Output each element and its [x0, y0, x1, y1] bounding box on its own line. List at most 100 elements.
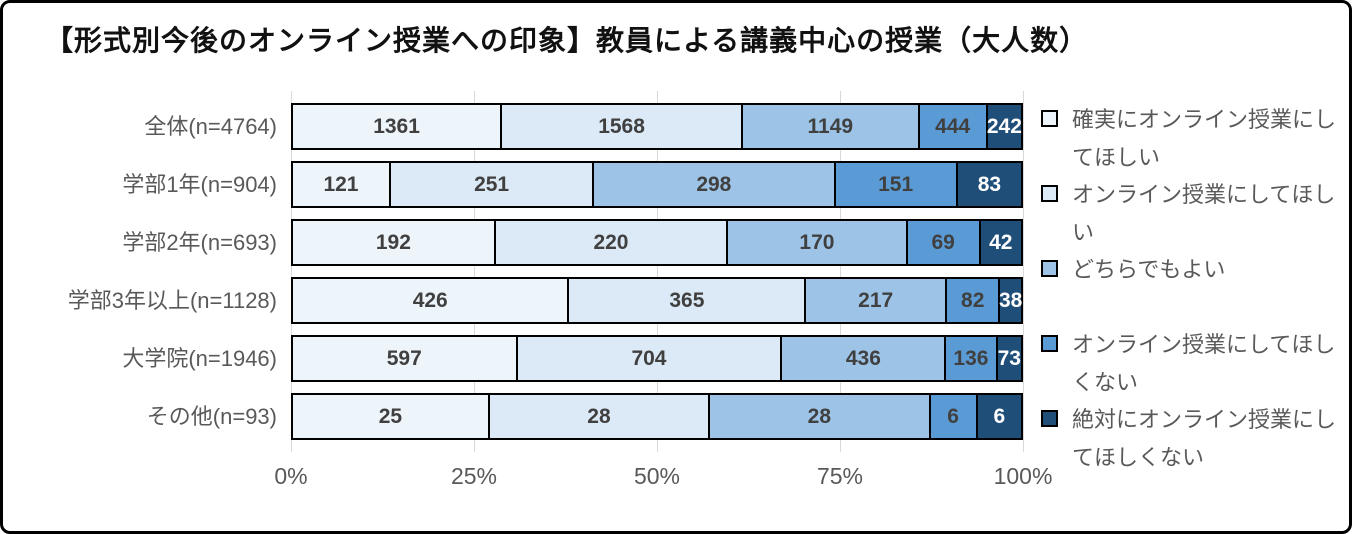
segment-value-label: 25	[378, 404, 403, 428]
segment-value-label: 28	[807, 404, 831, 428]
gridline	[1023, 91, 1024, 452]
chart-title: 【形式別今後のオンライン授業への印象】教員による講義中心の授業（大人数）	[45, 25, 1089, 56]
segment-value-label: 73	[997, 346, 1021, 370]
bar-segment: 6	[975, 393, 1023, 440]
bar-segment: 192	[291, 219, 494, 266]
segment-value-label: 82	[961, 288, 985, 312]
gridline	[474, 91, 475, 452]
segment-value-label: 1149	[807, 114, 854, 138]
bar-segment: 151	[833, 161, 956, 208]
segment-value-label: 597	[386, 346, 422, 370]
bar-segment: 121	[291, 161, 389, 208]
bar-segment: 82	[945, 277, 999, 324]
bar-segment: 597	[291, 335, 516, 382]
segment-value-label: 365	[669, 288, 705, 312]
legend-label: どちらでもよい	[1072, 257, 1226, 282]
segment-value-label: 436	[845, 346, 881, 370]
segment-value-label: 28	[587, 404, 611, 428]
bar-row: 1361 1568 1149 444 242	[291, 103, 1023, 150]
bar-segment: 298	[592, 161, 834, 208]
bar-segment: 1149	[741, 103, 918, 150]
segment-value-label: 151	[878, 172, 914, 196]
segment-value-label: 6	[947, 404, 959, 428]
legend-label: 絶対にオンライン授業にしてほしくない	[1072, 407, 1337, 470]
segment-value-label: 704	[631, 346, 667, 370]
y-axis-labels: 全体(n=4764) 学部1年(n=904) 学部2年(n=693) 学部3年以上(n…	[3, 91, 283, 452]
bar-row: 192 220 170 69 42	[291, 219, 1023, 266]
bar-segment: 38	[998, 277, 1023, 324]
gridline	[291, 91, 292, 452]
x-tick-label: 50%	[633, 463, 681, 489]
legend-swatch	[1041, 110, 1058, 127]
legend-label: 確実にオンライン授業にしてほしい	[1072, 107, 1337, 170]
segment-value-label: 1361	[373, 114, 420, 138]
bar-row: 25 28 28 6 6	[291, 393, 1023, 440]
legend-swatch	[1041, 185, 1058, 202]
y-axis-label: 大学院(n=1946)	[122, 346, 277, 371]
gridline	[840, 91, 841, 452]
legend-swatch	[1041, 410, 1058, 427]
y-axis-label: 全体(n=4764)	[144, 114, 277, 139]
bar-segment: 242	[985, 103, 1023, 150]
y-axis-label: 学部1年(n=904)	[122, 172, 277, 197]
segment-value-label: 170	[799, 230, 835, 254]
bar-segment: 170	[726, 219, 906, 266]
segment-value-label: 220	[593, 230, 629, 254]
segment-value-label: 121	[323, 172, 359, 196]
segment-value-label: 69	[931, 230, 955, 254]
legend-item: どちらでもよい	[1041, 251, 1347, 289]
segment-value-label: 217	[858, 288, 894, 312]
y-axis-label: その他(n=93)	[146, 404, 277, 429]
y-axis-label: 学部3年以上(n=1128)	[67, 288, 277, 313]
bar-segment: 6	[928, 393, 976, 440]
segment-value-label: 192	[375, 230, 411, 254]
segment-value-label: 1568	[598, 114, 645, 138]
bar-segment: 436	[780, 335, 945, 382]
segment-value-label: 6	[993, 404, 1006, 428]
segment-value-label: 42	[989, 230, 1013, 254]
legend-item: 絶対にオンライン授業にしてほしくない	[1041, 401, 1347, 477]
bar-segment: 704	[515, 335, 781, 382]
bar-segment: 83	[955, 161, 1023, 208]
x-tick-label: 75%	[816, 463, 864, 489]
bar-segment: 365	[567, 277, 805, 324]
legend-swatch	[1041, 260, 1058, 277]
bar-segment: 69	[905, 219, 979, 266]
bar-segment: 25	[291, 393, 488, 440]
bar-segment: 251	[388, 161, 593, 208]
bar-segment: 28	[487, 393, 709, 440]
legend: 確実にオンライン授業にしてほしい オンライン授業にしてほしいどちらでもよいオンライ…	[1041, 101, 1347, 481]
bar-row: 426 365 217 82 38	[291, 277, 1023, 324]
segment-value-label: 444	[935, 114, 971, 138]
bar-row: 597 704 436 136 73	[291, 335, 1023, 382]
legend-item: オンライン授業にしてほしくない	[1041, 326, 1347, 402]
plot-area: 0% 25% 50% 75% 100% 1361 1568 1149 444 242 121 251 2…	[274, 91, 1052, 489]
segment-value-label: 136	[953, 346, 989, 370]
bar-segment: 217	[804, 277, 946, 324]
segment-value-label: 251	[474, 172, 510, 196]
legend-item: 確実にオンライン授業にしてほしい	[1041, 101, 1347, 177]
segment-value-label: 83	[977, 172, 1002, 196]
bar-segment: 1568	[500, 103, 742, 150]
legend-item: オンライン授業にしてほしい	[1041, 176, 1347, 252]
legend-label: オンライン授業にしてほしい	[1072, 182, 1336, 245]
x-tick-label: 100%	[993, 463, 1053, 489]
x-tick-label: 25%	[450, 463, 498, 489]
bar-segment: 73	[995, 335, 1023, 382]
y-axis-label: 学部2年(n=693)	[122, 230, 277, 255]
segment-value-label: 38	[998, 288, 1023, 312]
bar-segment: 42	[978, 219, 1023, 266]
x-tick-label: 0%	[274, 463, 308, 489]
segment-value-label: 298	[696, 172, 732, 196]
bar-segment: 28	[708, 393, 929, 440]
bar-segment: 1361	[291, 103, 501, 150]
bar-segment: 426	[291, 277, 568, 324]
bar-row: 121 251 298 151 83	[291, 161, 1023, 208]
bar-segment: 444	[917, 103, 986, 150]
segment-value-label: 426	[412, 288, 448, 312]
bar-segment: 136	[944, 335, 996, 382]
gridline	[657, 91, 658, 452]
segment-value-label: 242	[986, 114, 1022, 138]
bar-segment: 220	[493, 219, 727, 266]
